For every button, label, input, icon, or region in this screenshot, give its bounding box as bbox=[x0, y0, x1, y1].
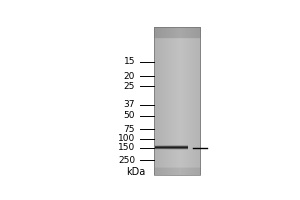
Text: 250: 250 bbox=[118, 156, 135, 165]
Text: 75: 75 bbox=[124, 125, 135, 134]
Text: 37: 37 bbox=[124, 100, 135, 109]
Text: 25: 25 bbox=[124, 82, 135, 91]
Text: 15: 15 bbox=[124, 57, 135, 66]
Text: 150: 150 bbox=[118, 143, 135, 152]
Text: kDa: kDa bbox=[126, 167, 146, 177]
Text: 100: 100 bbox=[118, 134, 135, 143]
Bar bbox=[154, 27, 200, 175]
Text: 20: 20 bbox=[124, 72, 135, 81]
Text: 50: 50 bbox=[124, 111, 135, 120]
